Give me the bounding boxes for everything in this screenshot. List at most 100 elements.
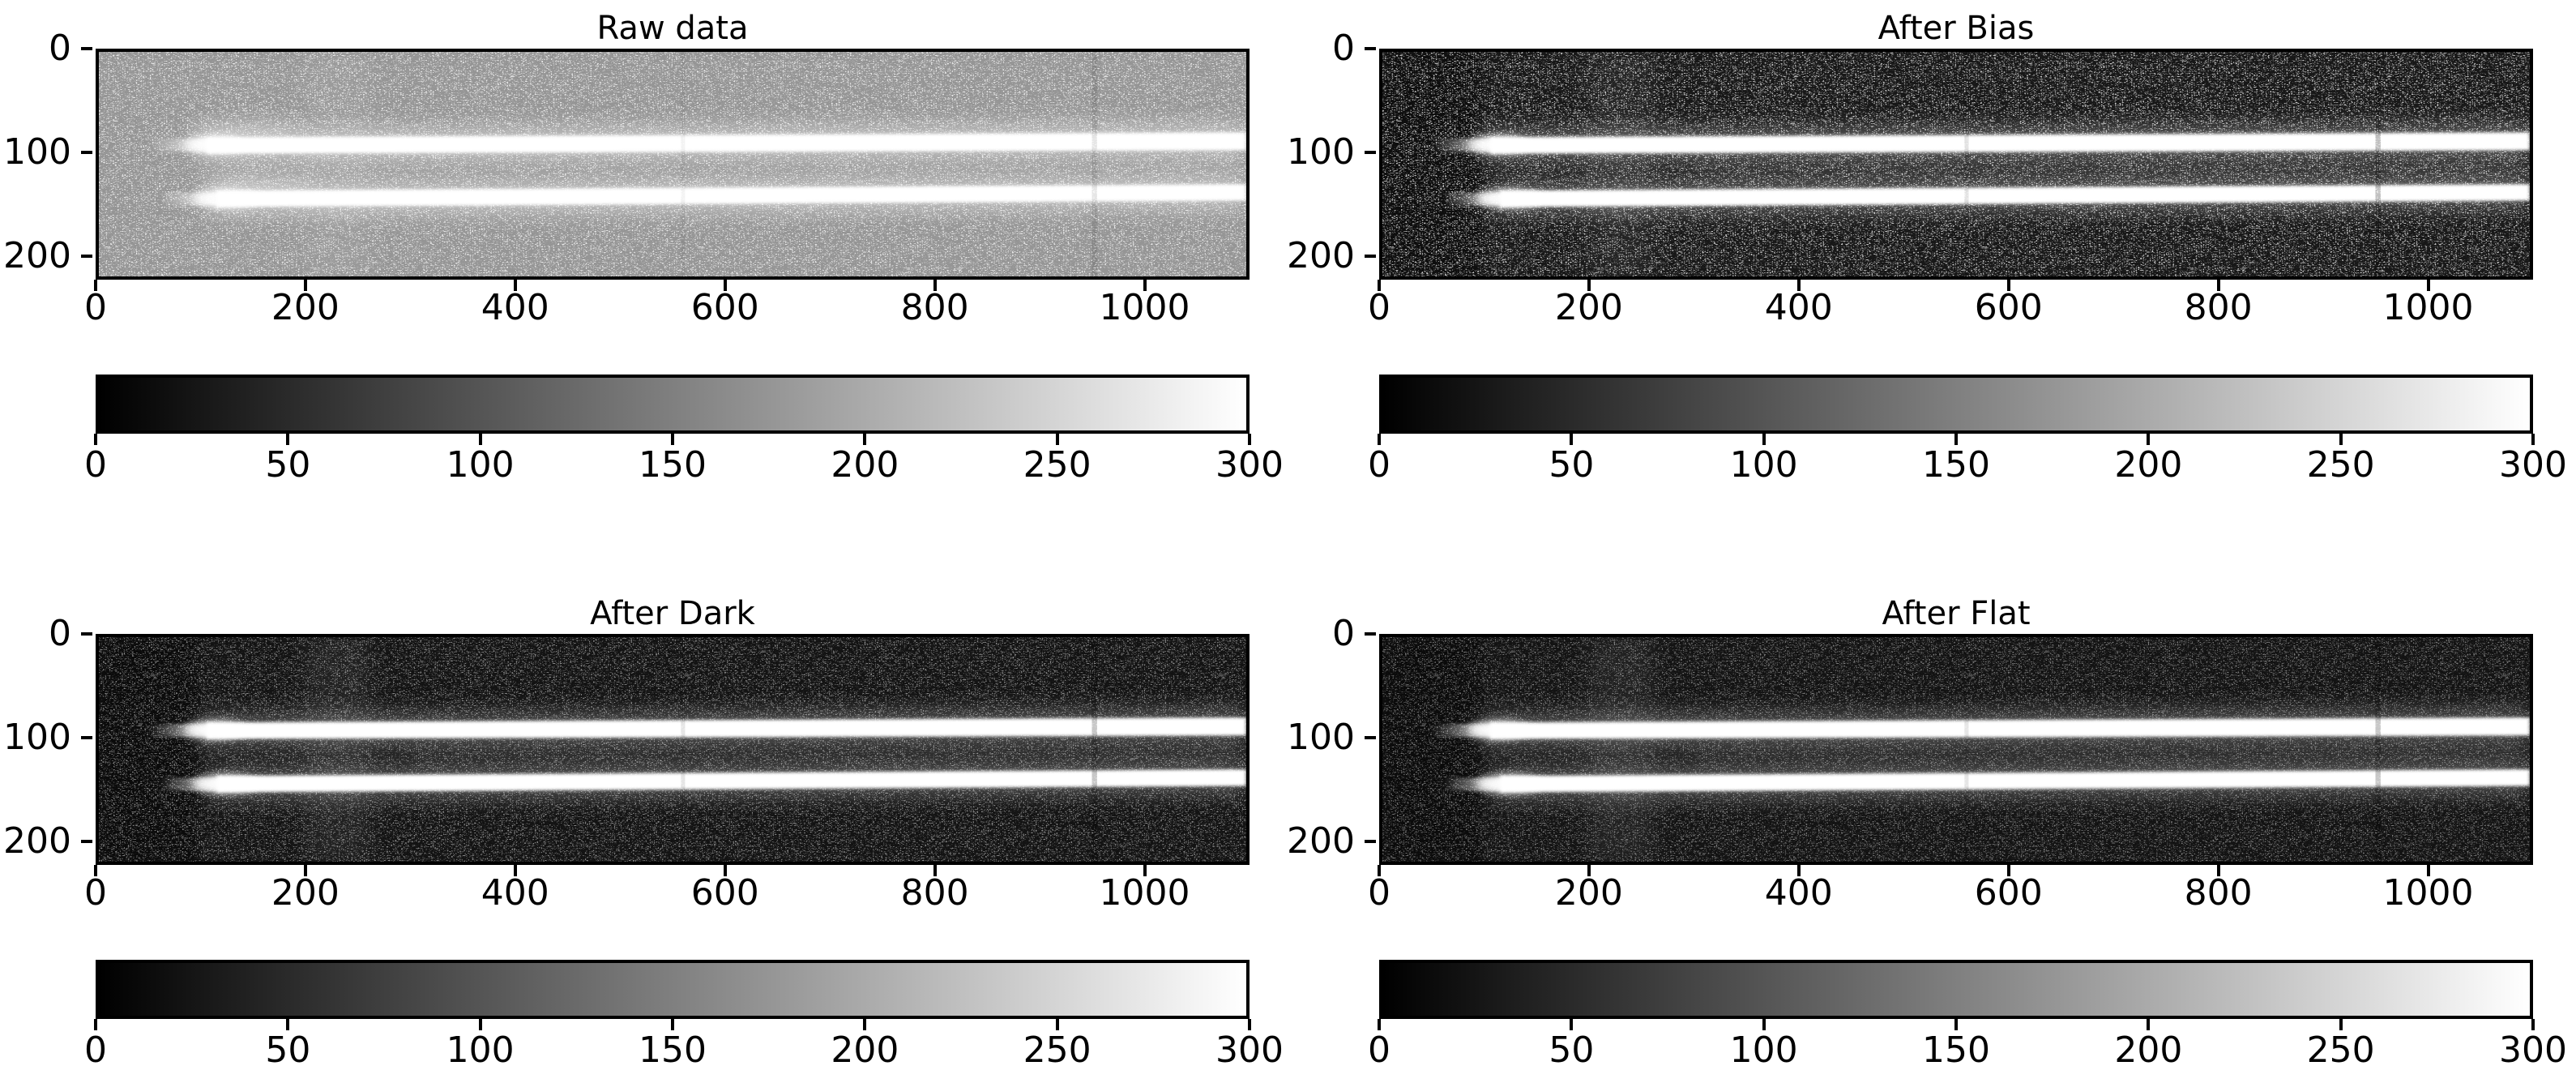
x-tick-label: 800 (900, 287, 969, 328)
x-tick-label: 1000 (1099, 287, 1190, 328)
colorbar-tick-label: 300 (2499, 1029, 2567, 1071)
x-tick-label: 0 (84, 287, 107, 328)
x-tick-mark (1796, 280, 1801, 291)
colorbar-tick-label: 300 (1215, 444, 1284, 486)
image-axes-frame (96, 634, 1250, 865)
colorbar-tick-mark (478, 434, 482, 445)
x-tick-label: 200 (1554, 872, 1623, 914)
colorbar-tick-mark (1762, 1019, 1766, 1030)
x-tick-label: 0 (1368, 872, 1391, 914)
colorbar-tick-mark (1954, 1019, 1958, 1030)
x-tick-mark (1796, 865, 1801, 876)
x-tick-mark (1143, 280, 1147, 291)
x-tick-label: 200 (1554, 287, 1623, 328)
colorbar-tick-label: 200 (2114, 1029, 2183, 1071)
y-tick-label: 0 (1332, 613, 1355, 654)
colorbar-tick-mark (1378, 1019, 1381, 1030)
colorbar-tick-label: 50 (1549, 1029, 1595, 1071)
subplot-after-bias: After Bias 0 (1287, 11, 2567, 485)
ccd-image-dark (99, 637, 1246, 862)
colorbar-tick-label: 200 (831, 1029, 899, 1071)
colorbar-tick-mark (94, 434, 97, 445)
colorbar-tick-label: 250 (2306, 444, 2375, 486)
colorbar-tick-label: 50 (1549, 444, 1595, 486)
colorbar-tick-mark (2339, 434, 2343, 445)
colorbar-tick-mark (1570, 1019, 1574, 1030)
colorbar-tick-label: 200 (831, 444, 899, 486)
y-tick-mark (81, 255, 92, 258)
y-tick-label: 0 (1332, 28, 1355, 69)
subplot-title: After Flat (1882, 595, 2031, 632)
colorbar-tick-label: 150 (639, 1029, 707, 1071)
y-tick-label: 100 (1287, 131, 1355, 173)
x-tick-label: 600 (1974, 872, 2043, 914)
x-tick-mark (1143, 865, 1147, 876)
colorbar-tick-label: 100 (1729, 1029, 1798, 1071)
colorbar-tick-mark (1762, 434, 1766, 445)
y-tick-label: 0 (49, 28, 71, 69)
colorbar-tick-mark (286, 1019, 290, 1030)
x-tick-mark (1587, 865, 1591, 876)
x-tick-label: 400 (1764, 872, 1833, 914)
subplot-title: After Dark (590, 595, 755, 632)
y-tick-label: 0 (49, 613, 71, 654)
x-tick-mark (2216, 865, 2220, 876)
x-tick-label: 1000 (2382, 872, 2474, 914)
subplot-after-flat: After Flat 0 (1287, 596, 2567, 1070)
subplot-raw-data: Raw data 0 (3, 11, 1284, 485)
colorbar-tick-label: 250 (1023, 1029, 1091, 1071)
colorbar-tick-label: 150 (1922, 444, 1990, 486)
x-tick-mark (2006, 280, 2010, 291)
x-tick-label: 800 (2184, 872, 2253, 914)
ccd-image-bias (1382, 52, 2530, 276)
x-tick-mark (94, 865, 97, 876)
subplot-after-dark: After Dark 0 (3, 596, 1284, 1070)
colorbar-tick-mark (863, 1019, 867, 1030)
x-tick-label: 1000 (1099, 872, 1190, 914)
image-axes-frame (1379, 49, 2533, 280)
colorbar-tick-mark (671, 434, 674, 445)
image-axes-frame (1379, 634, 2533, 865)
x-tick-label: 200 (271, 872, 340, 914)
colorbar-tick-mark (1055, 1019, 1059, 1030)
x-tick-label: 200 (271, 287, 340, 328)
colorbar-tick-mark (863, 434, 867, 445)
x-tick-mark (1378, 280, 1381, 291)
colorbar-tick-mark (1248, 1019, 1251, 1030)
colorbar-tick-mark (1248, 434, 1251, 445)
colorbar-tick-mark (1055, 434, 1059, 445)
colorbar-tick-mark (1954, 434, 1958, 445)
y-tick-label: 200 (1287, 820, 1355, 862)
y-tick-label: 200 (1287, 235, 1355, 276)
colorbar-tick-label: 100 (446, 1029, 515, 1071)
x-tick-mark (933, 865, 937, 876)
x-tick-label: 600 (690, 287, 759, 328)
x-tick-mark (2426, 280, 2430, 291)
colorbar-tick-label: 0 (84, 1029, 107, 1071)
colorbar-tick-label: 0 (1368, 1029, 1391, 1071)
x-tick-label: 400 (1764, 287, 1833, 328)
colorbar (96, 375, 1250, 434)
y-tick-mark (1365, 255, 1376, 258)
colorbar-tick-mark (671, 1019, 674, 1030)
x-tick-mark (723, 280, 727, 291)
colorbar-tick-mark (2531, 434, 2535, 445)
y-tick-label: 100 (3, 131, 71, 173)
colorbar (1379, 375, 2533, 434)
x-tick-mark (1378, 865, 1381, 876)
colorbar-tick-mark (1570, 434, 1574, 445)
ccd-image-raw (99, 52, 1246, 276)
colorbar-tick-label: 150 (639, 444, 707, 486)
y-tick-mark (1365, 47, 1376, 50)
y-tick-mark (1365, 736, 1376, 739)
colorbar-tick-label: 50 (265, 444, 311, 486)
x-tick-label: 600 (1974, 287, 2043, 328)
colorbar (1379, 960, 2533, 1019)
x-tick-mark (303, 865, 307, 876)
y-tick-mark (1365, 840, 1376, 843)
x-tick-mark (2216, 280, 2220, 291)
colorbar-tick-label: 50 (265, 1029, 311, 1071)
colorbar-tick-label: 100 (1729, 444, 1798, 486)
colorbar-tick-label: 300 (1215, 1029, 1284, 1071)
